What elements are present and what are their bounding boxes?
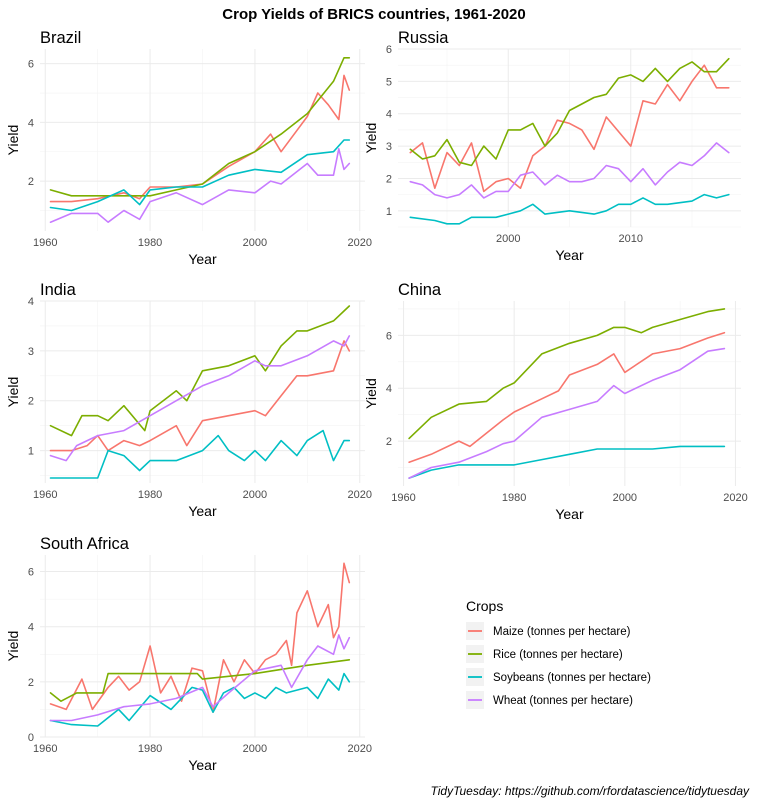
- series-line-soybeans: [408, 445, 726, 479]
- panel-brazil: 1960 1980 2000 2020 2 4 6 Year Yield Brazil: [5, 29, 372, 267]
- x-axis-title: Year: [188, 251, 217, 267]
- series-line-soybeans: [409, 193, 730, 225]
- y-tick-label: 2: [386, 436, 392, 448]
- panel-title: Russia: [398, 29, 449, 47]
- y-tick-label: 2: [28, 396, 34, 408]
- legend-item: Rice (tonnes per hectare): [466, 645, 623, 663]
- y-tick-label: 3: [386, 141, 392, 153]
- y-tick-label: 4: [28, 296, 34, 308]
- panel-russia: 2000 2010 1 2 3 4 5 6 Year Yield Russia: [363, 29, 741, 263]
- x-axis-title: Year: [188, 757, 217, 773]
- legend-label: Soybeans (tonnes per hectare): [493, 672, 651, 684]
- y-tick-label: 1: [28, 446, 34, 458]
- panel-india: 1960 1980 2000 2020 1 2 3 4 Year Yield India: [5, 281, 372, 519]
- x-tick-label: 2020: [348, 743, 372, 755]
- legend-item: Maize (tonnes per hectare): [466, 622, 631, 640]
- y-tick-label: 4: [386, 383, 392, 395]
- panel-china: 1960 1980 2000 2020 2 4 6 Year Yield China: [363, 281, 748, 522]
- panel-title: China: [398, 281, 442, 299]
- caption: TidyTuesday: https://github.com/rfordata…: [431, 784, 750, 798]
- x-tick-label: 1960: [33, 743, 57, 755]
- panel-title: South Africa: [40, 535, 130, 553]
- series-line-maize: [49, 562, 351, 713]
- gridlines: [398, 301, 741, 486]
- x-tick-label: 1960: [33, 489, 57, 501]
- legend-label: Rice (tonnes per hectare): [493, 649, 623, 661]
- legend-item: Soybeans (tonnes per hectare): [466, 668, 651, 686]
- x-tick-label: 2020: [723, 492, 747, 504]
- y-tick-label: 2: [386, 173, 392, 185]
- y-tick-label: 4: [28, 117, 34, 129]
- legend-item: Wheat (tonnes per hectare): [466, 691, 633, 709]
- series-line-wheat: [49, 148, 351, 223]
- gridlines: [40, 555, 365, 738]
- y-tick-label: 1: [386, 206, 392, 218]
- series-line-wheat: [408, 347, 726, 479]
- panel-south-africa: 1960 1980 2000 2020 0 2 4 6 Year Yield South Afric…: [5, 535, 372, 773]
- y-axis-title: Yield: [363, 378, 379, 409]
- series-line-rice: [409, 57, 730, 167]
- chart-title: Crop Yields of BRICS countries, 1961-202…: [222, 6, 525, 23]
- x-tick-label: 1980: [138, 237, 162, 249]
- x-axis-title: Year: [555, 247, 584, 263]
- x-tick-label: 2000: [496, 233, 520, 245]
- x-tick-label: 2020: [348, 489, 372, 501]
- series-line-rice: [49, 57, 351, 197]
- series-line-soybeans: [49, 429, 351, 479]
- y-tick-label: 6: [28, 567, 34, 579]
- x-tick-label: 2010: [619, 233, 643, 245]
- x-tick-label: 2000: [243, 489, 267, 501]
- panel-title: Brazil: [40, 29, 81, 47]
- x-axis-title: Year: [555, 506, 584, 522]
- y-tick-label: 5: [386, 76, 392, 88]
- legend-label: Maize (tonnes per hectare): [493, 626, 631, 638]
- x-axis-title: Year: [188, 503, 217, 519]
- series-line-maize: [49, 340, 351, 452]
- y-tick-label: 6: [386, 330, 392, 342]
- x-tick-label: 2000: [243, 237, 267, 249]
- y-tick-label: 6: [386, 44, 392, 56]
- gridlines: [40, 49, 365, 231]
- x-tick-label: 2020: [348, 237, 372, 249]
- series-line-maize: [408, 331, 726, 463]
- y-axis-title: Yield: [5, 125, 21, 156]
- legend-label: Wheat (tonnes per hectare): [493, 695, 633, 707]
- y-tick-label: 2: [28, 677, 34, 689]
- series-line-wheat: [409, 142, 730, 199]
- y-tick-label: 3: [28, 346, 34, 358]
- panel-title: India: [40, 281, 77, 299]
- x-tick-label: 1960: [33, 237, 57, 249]
- y-tick-label: 4: [28, 622, 34, 634]
- y-axis-title: Yield: [5, 631, 21, 662]
- y-tick-label: 0: [28, 732, 34, 744]
- x-tick-label: 2000: [613, 492, 637, 504]
- series-line-maize: [49, 74, 351, 203]
- y-tick-label: 6: [28, 59, 34, 71]
- series-line-wheat: [49, 634, 351, 722]
- y-axis-title: Yield: [5, 377, 21, 408]
- series-line-wheat: [49, 335, 351, 462]
- series-line-rice: [49, 659, 351, 702]
- x-tick-label: 1980: [138, 743, 162, 755]
- x-tick-label: 1980: [502, 492, 526, 504]
- legend: Crops Maize (tonnes per hectare) Rice (ton…: [466, 598, 651, 709]
- series-line-soybeans: [49, 672, 351, 727]
- y-axis-title: Yield: [363, 123, 379, 154]
- series-line-rice: [49, 305, 351, 437]
- x-tick-label: 2000: [243, 743, 267, 755]
- y-tick-label: 4: [386, 109, 392, 121]
- x-tick-label: 1980: [138, 489, 162, 501]
- x-tick-label: 1960: [391, 492, 415, 504]
- series-line-rice: [408, 308, 726, 440]
- y-tick-label: 2: [28, 176, 34, 188]
- gridlines: [398, 48, 741, 228]
- series-line-soybeans: [49, 139, 351, 212]
- legend-title: Crops: [466, 598, 503, 614]
